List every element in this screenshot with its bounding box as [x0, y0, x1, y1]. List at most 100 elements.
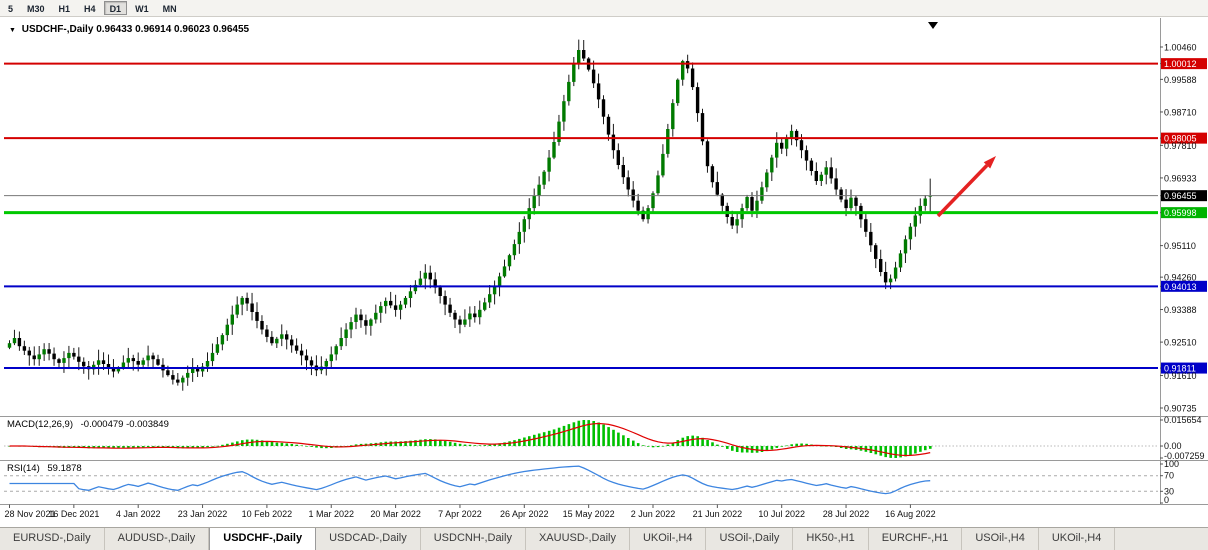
candle-body [389, 300, 393, 306]
timeframe-button-H4[interactable]: H4 [84, 4, 96, 14]
candle-body [131, 358, 135, 362]
candle-body [883, 272, 888, 283]
candle-body [245, 297, 249, 304]
candle-body [62, 358, 66, 363]
symbol-tab-usoil-h4[interactable]: USOil-,H4 [962, 528, 1039, 550]
candle-body [765, 172, 769, 188]
candle-body [339, 338, 343, 347]
candlestick-series [7, 39, 932, 391]
candle-body [784, 137, 789, 149]
price-tag-0.95998 [1161, 207, 1207, 219]
candle-body [77, 356, 81, 362]
candle-body [57, 359, 61, 363]
candle-body [745, 197, 749, 209]
candle-body [700, 113, 705, 142]
rsi-indicator-label: RSI(14) 59.1878 [7, 463, 87, 474]
symbol-tab-hk50-h1[interactable]: HK50-,H1 [793, 528, 869, 550]
candle-body [270, 336, 274, 344]
symbol-tab-usoil-daily[interactable]: USOil-,Daily [706, 528, 794, 550]
macd-axis-label: 0.00 [1164, 441, 1182, 451]
candle-body [661, 153, 665, 176]
rsi-axis-label: 100 [1164, 459, 1179, 469]
candle-body [596, 83, 601, 100]
timeframe-button-MN[interactable]: MN [162, 4, 177, 14]
candle-body [265, 329, 269, 337]
candle-body [690, 68, 695, 88]
timeframe-button-D1[interactable]: D1 [103, 1, 128, 15]
candle-body [473, 313, 477, 318]
chart-shift-marker-icon[interactable] [928, 22, 938, 29]
symbol-tab-usdchf-daily[interactable]: USDCHF-,Daily [209, 528, 317, 550]
date-label: 26 Apr 2022 [500, 509, 549, 519]
candle-body [443, 296, 447, 305]
timeframe-button-M30[interactable]: M30 [27, 4, 45, 14]
candle-body [483, 302, 487, 310]
candle-body [413, 284, 418, 292]
chart-symbol-label: USDCHF-,Daily [21, 24, 94, 35]
candle-body [364, 320, 368, 326]
candle-body [562, 101, 566, 122]
symbol-tab-usdcad-daily[interactable]: USDCAD-,Daily [316, 528, 421, 550]
candle-body [903, 239, 908, 254]
price-tag-label: 0.94013 [1164, 282, 1197, 292]
timeframe-button-H1[interactable]: H1 [58, 4, 71, 14]
candle-body [285, 334, 289, 340]
candle-body [626, 177, 630, 190]
symbol-tab-ukoil-h4[interactable]: UKOil-,H4 [630, 528, 707, 550]
candle-body [641, 210, 645, 220]
price-tag-label: 0.91811 [1164, 364, 1196, 374]
symbol-tab-eurchf-h1[interactable]: EURCHF-,H1 [869, 528, 963, 550]
candle-body [685, 61, 690, 69]
trend-arrow[interactable] [936, 156, 996, 218]
candle-body [601, 99, 606, 117]
candle-body [398, 304, 403, 310]
candle-body [67, 352, 71, 359]
price-tick-label: 0.96933 [1164, 173, 1197, 183]
candle-body [374, 312, 378, 320]
symbol-tab-usdcnh-daily[interactable]: USDCNH-,Daily [421, 528, 526, 550]
symbol-tab-eurusd-daily[interactable]: EURUSD-,Daily [0, 528, 105, 550]
timeframe-button-W1[interactable]: W1 [135, 4, 149, 14]
candle-body [755, 200, 759, 211]
candle-body [156, 359, 160, 365]
symbol-tab-audusd-daily[interactable]: AUDUSD-,Daily [105, 528, 210, 550]
candle-body [453, 312, 457, 320]
symbol-tab-xauusd-daily[interactable]: XAUUSD-,Daily [526, 528, 630, 550]
price-tag-1.00012 [1161, 58, 1207, 70]
price-tick-label: 0.90735 [1164, 404, 1197, 414]
candle-body [547, 157, 551, 172]
candle-body [735, 219, 739, 226]
timeframe-toolbar: 5 M30 H1 H4 D1 W1 MN [0, 0, 1208, 17]
candle-body [408, 291, 413, 298]
candle-body [27, 350, 31, 356]
candle-body [869, 231, 873, 246]
candle-body [651, 193, 655, 209]
candle-body [908, 226, 913, 240]
candle-body [106, 364, 111, 369]
candle-body [379, 306, 383, 313]
chart-ohlc-values: 0.96433 0.96914 0.96023 0.96455 [96, 24, 250, 35]
candle-body [304, 355, 309, 361]
candle-body [671, 103, 675, 130]
candle-body [329, 354, 333, 362]
candle-body [22, 346, 27, 351]
candle-body [403, 297, 408, 305]
candle-body [893, 267, 898, 279]
candle-body [814, 171, 818, 181]
candle-body [240, 297, 244, 305]
candle-body [656, 175, 660, 194]
candle-body [611, 134, 616, 151]
candle-body [898, 253, 903, 268]
candle-body [17, 338, 22, 347]
candle-body [136, 361, 140, 365]
candle-body [463, 319, 467, 325]
candle-body [393, 305, 398, 310]
candle-body [695, 87, 700, 114]
macd-signal-line [9, 422, 931, 457]
candle-body [235, 304, 239, 315]
symbol-tab-ukoil-h4[interactable]: UKOil-,H4 [1039, 528, 1116, 550]
timeframe-button-5[interactable]: 5 [8, 4, 14, 14]
candle-body [418, 278, 423, 285]
